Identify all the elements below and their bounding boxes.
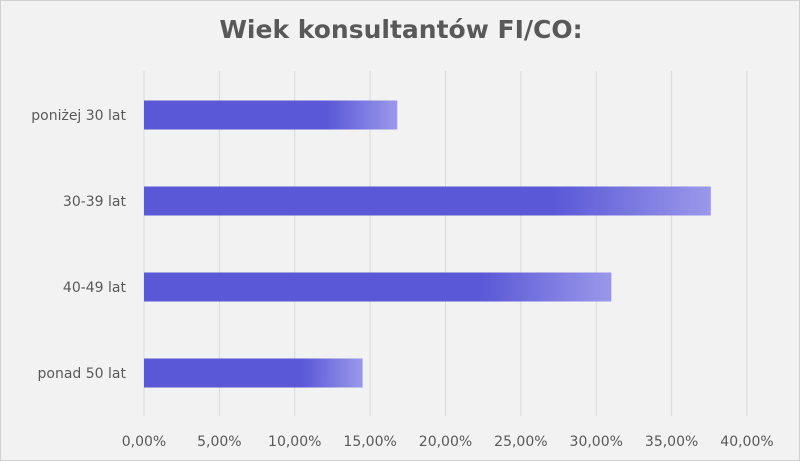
category-label: 30-39 lat	[63, 194, 127, 210]
x-tick-label: 35,00%	[645, 434, 698, 450]
x-tick-label: 5,00%	[197, 434, 241, 450]
bar	[144, 100, 398, 130]
chart-title: Wiek konsultantów FI/CO:	[219, 15, 583, 44]
category-label: ponad 50 lat	[38, 366, 127, 382]
category-labels: poniżej 30 lat 30-39 lat 40-49 lat ponad 50…	[31, 108, 126, 382]
x-tick-label: 15,00%	[343, 434, 396, 450]
x-tick-label: 25,00%	[494, 434, 547, 450]
x-tick-label: 30,00%	[570, 434, 623, 450]
x-tick-label: 10,00%	[268, 434, 321, 450]
bars	[144, 100, 711, 388]
category-label: 40-49 lat	[63, 280, 127, 296]
x-tick-labels: 0,00% 5,00% 10,00% 15,00% 20,00% 25,00% 30,00%…	[122, 434, 774, 450]
bar	[144, 186, 711, 216]
bar	[144, 272, 612, 302]
x-tick-label: 40,00%	[720, 434, 773, 450]
category-label: poniżej 30 lat	[31, 108, 126, 124]
x-tick-label: 0,00%	[122, 434, 166, 450]
x-tick-label: 20,00%	[419, 434, 472, 450]
bar	[144, 358, 363, 388]
